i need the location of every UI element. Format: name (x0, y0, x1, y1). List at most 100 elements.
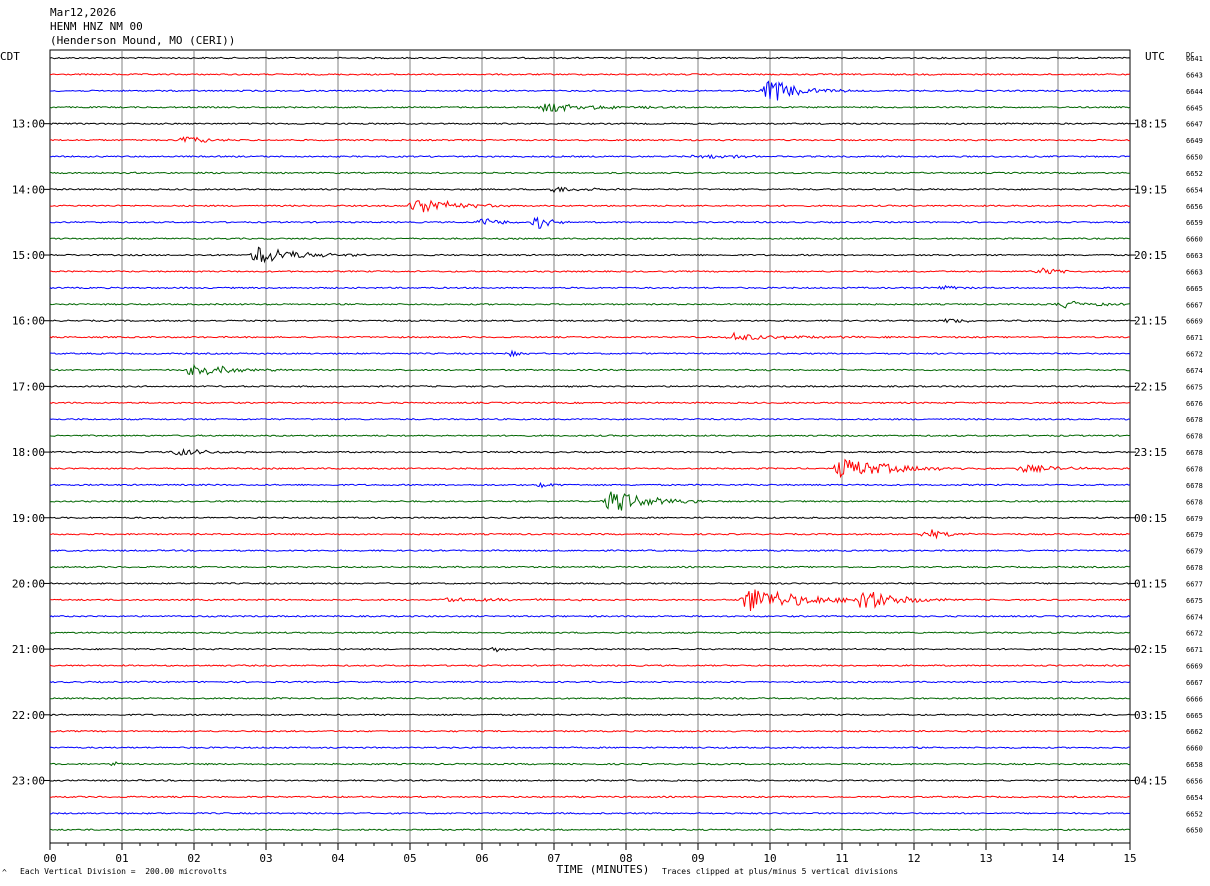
dc-offset: 6678 (1186, 416, 1203, 424)
dc-offset: 6645 (1186, 104, 1203, 112)
x-tick-label: 12 (907, 852, 920, 865)
left-time-label: 22:00 (12, 709, 45, 722)
trace-row-16 (50, 319, 1130, 322)
dc-offset: 6672 (1186, 630, 1203, 638)
right-time-label: 02:15 (1134, 643, 1167, 656)
dc-offset: 6667 (1186, 679, 1203, 687)
dc-offset: 6662 (1186, 728, 1203, 736)
dc-offset: 6678 (1186, 466, 1203, 474)
trace-row-25 (50, 460, 1130, 477)
dc-offset: 6671 (1186, 334, 1203, 342)
plot-frame (50, 50, 1130, 843)
trace-row-14 (50, 286, 1130, 289)
right-time-label: 18:15 (1134, 118, 1167, 131)
left-time-label: 14:00 (12, 183, 45, 196)
trace-row-23 (50, 435, 1130, 436)
dc-offset: 6678 (1186, 449, 1203, 457)
trace-row-21 (50, 402, 1130, 403)
trace-row-47 (50, 829, 1130, 830)
trace-row-33 (50, 590, 1130, 611)
trace-row-3 (50, 104, 1130, 112)
right-time-label: 19:15 (1134, 183, 1167, 196)
trace-row-36 (50, 648, 1130, 652)
right-time-label: 04:15 (1134, 774, 1167, 787)
x-tick-label: 02 (187, 852, 200, 865)
x-tick-label: 14 (1051, 852, 1065, 865)
dc-offset: 6678 (1186, 482, 1203, 490)
dc-offset: 6650 (1186, 154, 1203, 162)
trace-row-19 (50, 365, 1130, 375)
dc-offset: 6672 (1186, 351, 1203, 359)
trace-row-31 (50, 566, 1130, 567)
trace-row-38 (50, 681, 1130, 682)
trace-row-15 (50, 301, 1130, 307)
dc-offset: 6647 (1186, 121, 1203, 129)
trace-row-9 (50, 201, 1130, 212)
dc-offset: 6678 (1186, 564, 1203, 572)
x-tick-label: 10 (763, 852, 776, 865)
left-time-label: 19:00 (12, 512, 45, 525)
x-tick-label: 05 (403, 852, 416, 865)
right-axis-label: UTC (1145, 50, 1165, 63)
x-tick-label: 13 (979, 852, 992, 865)
trace-row-0 (50, 57, 1130, 58)
trace-row-37 (50, 665, 1130, 666)
trace-row-6 (50, 155, 1130, 158)
trace-row-40 (50, 714, 1130, 715)
dc-offset: 6679 (1186, 548, 1203, 556)
dc-offset: 6650 (1186, 827, 1203, 835)
trace-row-13 (50, 268, 1130, 274)
dc-offset: 6643 (1186, 71, 1203, 79)
trace-row-20 (50, 386, 1130, 387)
trace-row-35 (50, 632, 1130, 633)
dc-offset: 6679 (1186, 515, 1203, 523)
dc-offset: 6665 (1186, 285, 1203, 293)
dc-offset: 6667 (1186, 301, 1203, 309)
dc-offset: 6678 (1186, 498, 1203, 506)
x-tick-label: 15 (1123, 852, 1136, 865)
dc-offset: 6654 (1186, 186, 1203, 194)
trace-row-39 (50, 698, 1130, 699)
trace-row-12 (50, 247, 1130, 261)
trace-row-34 (50, 616, 1130, 617)
dc-offset: 6656 (1186, 777, 1203, 785)
trace-row-22 (50, 419, 1130, 420)
trace-row-1 (50, 74, 1130, 75)
trace-row-26 (50, 483, 1130, 487)
x-tick-label: 00 (43, 852, 56, 865)
dc-offset: 6671 (1186, 646, 1203, 654)
trace-row-32 (50, 583, 1130, 584)
dc-offset: 6679 (1186, 531, 1203, 539)
trace-row-8 (50, 188, 1130, 193)
trace-row-17 (50, 333, 1130, 340)
trace-row-11 (50, 238, 1130, 239)
dc-offset: 6652 (1186, 810, 1203, 818)
trace-row-28 (50, 517, 1130, 518)
left-time-label: 16:00 (12, 315, 45, 328)
trace-row-27 (50, 492, 1130, 511)
dc-offset: 6665 (1186, 712, 1203, 720)
right-time-label: 22:15 (1134, 380, 1167, 393)
left-time-label: 23:00 (12, 774, 45, 787)
dc-offset: 6675 (1186, 383, 1203, 391)
dc-offset: 6652 (1186, 170, 1203, 178)
dc-offset: 6669 (1186, 318, 1203, 326)
right-time-label: 01:15 (1134, 577, 1167, 590)
trace-row-42 (50, 747, 1130, 748)
trace-row-43 (50, 762, 1130, 765)
right-time-label: 20:15 (1134, 249, 1167, 262)
trace-row-44 (50, 780, 1130, 781)
corner-glyph: ^ (2, 868, 7, 877)
trace-row-45 (50, 796, 1130, 797)
dc-offset: 6658 (1186, 761, 1203, 769)
left-axis-label: CDT (0, 50, 20, 63)
left-time-label: 15:00 (12, 249, 45, 262)
clip-note: Traces clipped at plus/minus 5 vertical … (662, 867, 898, 876)
dc-offset: 6644 (1186, 88, 1203, 96)
trace-row-30 (50, 550, 1130, 551)
dc-offset: 6676 (1186, 400, 1203, 408)
x-tick-label: 01 (115, 852, 128, 865)
right-time-label: 21:15 (1134, 315, 1167, 328)
trace-row-2 (50, 82, 1130, 101)
